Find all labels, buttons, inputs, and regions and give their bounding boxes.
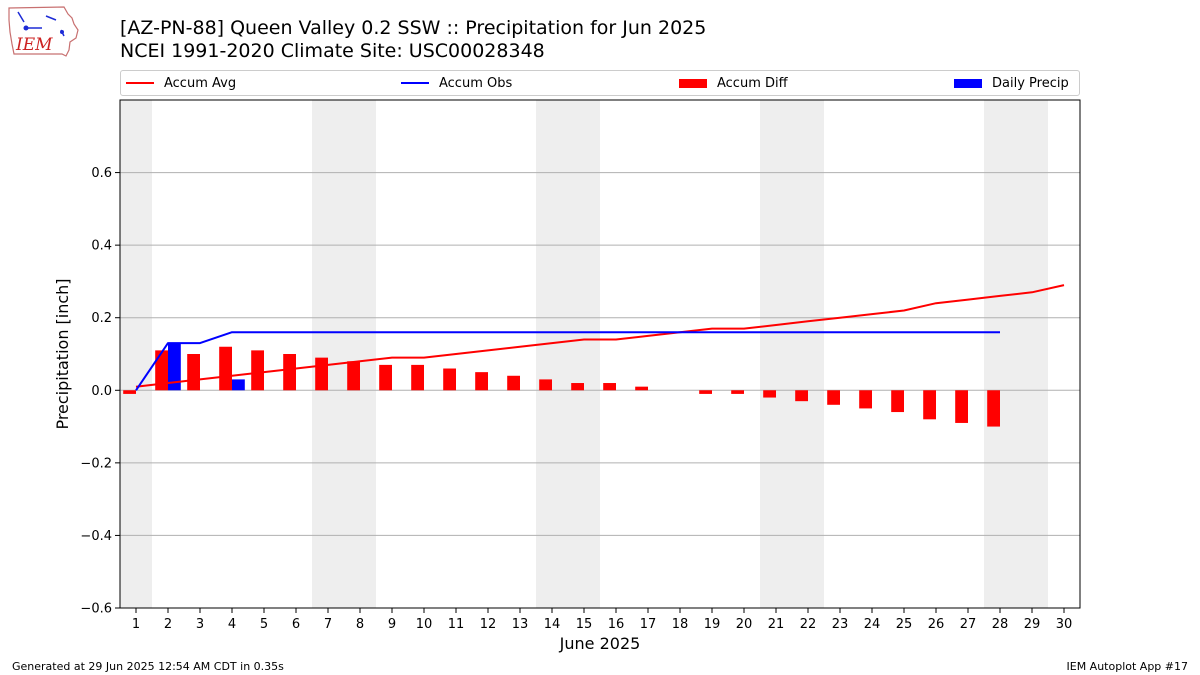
x-tick-label: 24 (864, 617, 881, 632)
x-tick-label: 11 (448, 617, 465, 632)
x-tick-label: 21 (768, 617, 785, 632)
iowa-state-outline (8, 6, 79, 57)
x-tick-label: 30 (1056, 617, 1073, 632)
legend-label-accum-diff: Accum Diff (717, 75, 788, 91)
accum-diff-bar (123, 390, 136, 394)
x-tick-label: 14 (544, 617, 561, 632)
autoplot-app-label: IEM Autoplot App #17 (1066, 660, 1189, 673)
weather-icon (17, 11, 65, 37)
x-tick-label: 19 (704, 617, 721, 632)
x-tick-label: 22 (800, 617, 817, 632)
weekend-shade (120, 100, 152, 608)
accum-diff-bar (539, 379, 552, 391)
accum-diff-bar (859, 390, 872, 409)
legend-item-daily-precip: Daily Precip (954, 71, 1069, 95)
y-tick-label: 0.6 (91, 166, 112, 181)
y-tick-label: 0.4 (91, 239, 112, 254)
weekend-shade (760, 100, 824, 608)
x-tick-label: 5 (260, 617, 268, 632)
accum-diff-bar (571, 383, 584, 391)
x-tick-label: 7 (324, 617, 332, 632)
legend-item-accum-avg: Accum Avg (126, 71, 236, 95)
accum-avg-line (135, 284, 1065, 388)
accum-diff-bar (731, 390, 744, 394)
accum-diff-bar (283, 354, 296, 391)
accum-diff-bar (699, 390, 712, 394)
accum-diff-bar (635, 386, 648, 391)
x-tick-label: 20 (736, 617, 753, 632)
x-tick-label: 25 (896, 617, 913, 632)
x-tick-label: 29 (1024, 617, 1041, 632)
x-tick-label: 3 (196, 617, 204, 632)
accum-obs-line (135, 331, 1000, 391)
x-tick-label: 15 (576, 617, 593, 632)
y-axis-label: Precipitation [inch] (53, 278, 72, 429)
weekend-shade (984, 100, 1048, 608)
y-tick-label: −0.6 (80, 602, 112, 617)
legend-swatch-accum-obs (401, 82, 429, 84)
weekend-shade (312, 100, 376, 608)
legend-label-daily-precip: Daily Precip (992, 75, 1069, 91)
x-tick-label: 27 (960, 617, 977, 632)
y-tick-label: 0.2 (91, 311, 112, 326)
accum-diff-bar (219, 346, 232, 391)
accum-diff-bar (891, 390, 904, 413)
plot-frame (119, 99, 1081, 609)
daily-precip-bar (232, 379, 245, 391)
daily-precip-bar (168, 343, 181, 391)
x-tick-label: 10 (416, 617, 433, 632)
legend: Accum Avg Accum Obs Accum Diff Daily Pre… (120, 70, 1080, 96)
weekend-shade (536, 100, 600, 608)
accum-diff-bar (923, 390, 936, 420)
accum-diff-bar (411, 364, 424, 391)
x-tick-label: 28 (992, 617, 1009, 632)
x-tick-label: 4 (228, 617, 236, 632)
legend-label-accum-obs: Accum Obs (439, 75, 513, 91)
legend-item-accum-diff: Accum Diff (679, 71, 788, 95)
x-tick-label: 18 (672, 617, 689, 632)
logo-text: IEM (15, 35, 53, 55)
chart-subtitle: NCEI 1991-2020 Climate Site: USC00028348 (120, 40, 545, 62)
accum-diff-bar (347, 361, 360, 391)
x-tick-label: 9 (388, 617, 396, 632)
accum-diff-bar (315, 357, 328, 391)
accum-diff-bar (379, 364, 392, 391)
legend-swatch-accum-diff (679, 78, 707, 88)
legend-swatch-accum-avg (126, 82, 154, 84)
accum-diff-bar (795, 390, 808, 402)
legend-swatch-daily-precip (954, 78, 982, 88)
x-tick-label: 1 (132, 617, 140, 632)
x-tick-label: 2 (164, 617, 172, 632)
x-axis-label: June 2025 (559, 634, 641, 653)
accum-diff-bar (187, 354, 200, 391)
accum-diff-bar (763, 390, 776, 398)
y-tick-label: −0.2 (80, 456, 112, 471)
y-tick-label: 0.0 (91, 384, 112, 399)
y-tick-label: −0.4 (80, 529, 112, 544)
accum-diff-bar (987, 390, 1000, 427)
accum-diff-bar (955, 390, 968, 423)
accum-diff-bar (507, 375, 520, 391)
x-tick-label: 6 (292, 617, 300, 632)
x-tick-label: 23 (832, 617, 849, 632)
generated-timestamp: Generated at 29 Jun 2025 12:54 AM CDT in… (12, 660, 284, 673)
x-tick-label: 17 (640, 617, 657, 632)
chart-title: [AZ-PN-88] Queen Valley 0.2 SSW :: Preci… (120, 17, 707, 39)
x-tick-label: 13 (512, 617, 529, 632)
legend-item-accum-obs: Accum Obs (401, 71, 512, 95)
iem-logo: IEM (8, 6, 79, 57)
accum-diff-bar (475, 372, 488, 391)
legend-label-accum-avg: Accum Avg (164, 75, 237, 91)
x-tick-label: 8 (356, 617, 364, 632)
accum-diff-bar (443, 368, 456, 391)
x-tick-label: 16 (608, 617, 625, 632)
accum-diff-bar (827, 390, 840, 405)
accum-diff-bar (603, 383, 616, 391)
x-tick-label: 12 (480, 617, 497, 632)
accum-diff-bar (251, 350, 264, 391)
x-tick-label: 26 (928, 617, 945, 632)
accum-diff-bar (155, 350, 168, 391)
